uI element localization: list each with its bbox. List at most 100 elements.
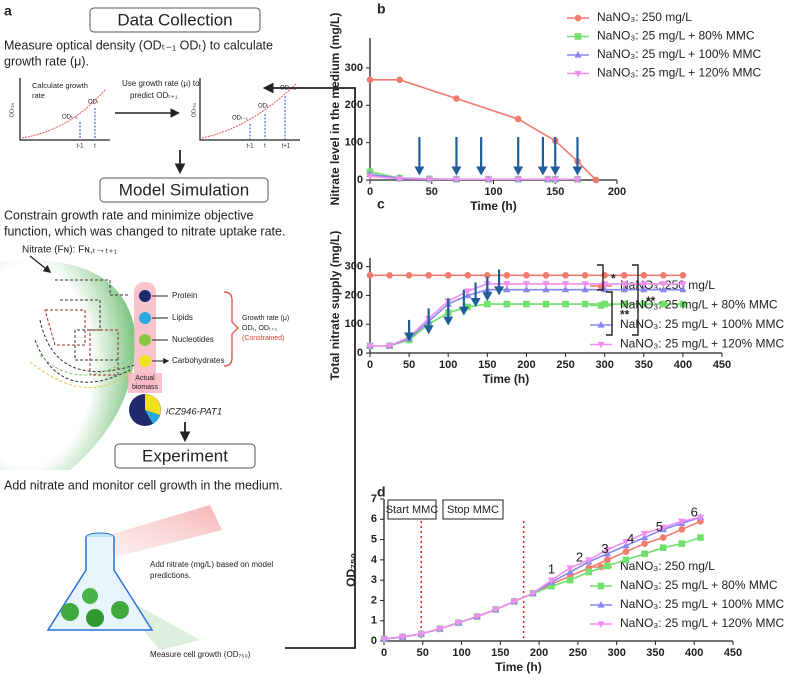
data-point <box>542 281 550 288</box>
data-point <box>659 281 667 288</box>
data-point <box>514 115 522 123</box>
constraint: ODₜ, ODₜ₊₁ <box>242 325 278 332</box>
sig-bracket <box>632 264 639 336</box>
sig-label: ** <box>620 308 630 322</box>
data-point <box>380 636 388 643</box>
x-axis-label: Time (h) <box>495 660 541 674</box>
legend-marker <box>574 14 582 22</box>
x-axis-label: Time (h) <box>483 372 529 386</box>
panel-label: a <box>4 3 12 19</box>
legend-marker <box>597 582 605 590</box>
data-point <box>573 176 582 184</box>
x-tick-label: 400 <box>674 359 692 371</box>
annotation: 6 <box>691 505 698 520</box>
data-point <box>603 547 611 554</box>
brace <box>223 291 239 367</box>
y-tick-label: 0 <box>357 347 363 359</box>
data-point <box>640 281 648 288</box>
legend-marker <box>574 51 582 58</box>
mini-od: ODₜ₋₁ <box>232 116 248 122</box>
data-point <box>659 285 667 293</box>
data-point <box>398 634 407 641</box>
data-point <box>444 271 452 279</box>
model-name: iCZ946-PAT1 <box>166 407 222 418</box>
legend-label: NaNO₃: 25 mg/L + 120% MMC <box>620 616 785 630</box>
sig-bracket <box>597 264 604 291</box>
mini-axis-label: OD₇₅₀ <box>191 103 197 118</box>
arrow-head <box>476 166 487 176</box>
x-tick-label: 150 <box>478 359 496 371</box>
annotation: 1 <box>548 561 555 576</box>
component: Nucleotides <box>172 335 214 344</box>
legend-marker <box>597 601 605 608</box>
step-box <box>89 7 261 33</box>
data-point <box>679 271 687 279</box>
mini-curve <box>21 89 106 139</box>
data-point <box>522 281 531 288</box>
component-dot <box>139 355 151 367</box>
y-tick-label: 300 <box>345 62 363 74</box>
data-point <box>604 556 611 564</box>
data-point <box>405 271 413 279</box>
mini-od: ODₜ₋₁ <box>62 115 78 121</box>
mini-t: t <box>94 144 96 150</box>
step-text: Constrain growth rate and minimize objec… <box>4 208 253 222</box>
y-tick-label: 7 <box>371 493 377 505</box>
network <box>34 279 136 383</box>
data-point <box>620 300 628 308</box>
legend-label: NaNO₃: 25 mg/L + 80% MMC <box>620 578 778 592</box>
sig-bracket <box>606 291 613 336</box>
x-tick-label: 300 <box>607 647 625 659</box>
data-point <box>581 300 589 308</box>
mini-title: rate <box>32 91 45 100</box>
data-point <box>503 300 511 308</box>
cell-ball <box>61 603 79 621</box>
arrow <box>152 295 168 361</box>
data-point <box>436 626 444 633</box>
annotation: 5 <box>656 519 663 534</box>
mini-t: t <box>264 144 266 150</box>
data-point <box>678 526 686 533</box>
y-tick-label: 0 <box>371 635 377 647</box>
component-dot <box>139 334 151 346</box>
component: Carbohydrates <box>172 356 224 365</box>
y-tick-label: 100 <box>345 318 363 330</box>
data-point <box>678 540 686 547</box>
mini-od: ODₜ <box>88 100 99 106</box>
data-point <box>679 281 687 288</box>
phase-box <box>387 499 437 520</box>
x-tick-label: 350 <box>635 359 653 371</box>
phase-label: Start MMC <box>386 504 439 516</box>
pie-slice <box>145 410 160 424</box>
data-point <box>659 524 667 532</box>
data-point <box>484 300 491 308</box>
biomass-label: Actual <box>135 375 155 382</box>
cell-ball <box>111 601 129 619</box>
data-point <box>622 538 630 546</box>
series-line <box>370 79 597 181</box>
data-point <box>696 514 705 522</box>
legend-label: NaNO₃: 250 mg/L <box>597 10 692 24</box>
data-point <box>581 281 589 288</box>
data-point <box>561 281 570 288</box>
x-tick-label: 400 <box>685 647 703 659</box>
mini-axis-label: OD₇₅₀ <box>9 103 15 118</box>
step-text: Measure optical density (ODₜ₋₁ ODₜ) to c… <box>4 38 273 52</box>
mini-guide <box>79 108 96 140</box>
data-point <box>484 271 491 279</box>
data-point <box>551 176 559 184</box>
x-tick-label: 50 <box>403 359 415 371</box>
panel-label: d <box>377 484 386 500</box>
network <box>39 354 136 376</box>
cell <box>0 260 136 470</box>
step-box <box>114 443 256 469</box>
component-dot <box>139 290 151 302</box>
x-tick-label: 250 <box>556 359 574 371</box>
data-point <box>581 285 589 293</box>
data-point <box>544 176 552 184</box>
data-point <box>678 518 686 526</box>
data-point <box>660 271 667 279</box>
annotation: 2 <box>576 549 583 564</box>
data-point <box>641 550 648 558</box>
